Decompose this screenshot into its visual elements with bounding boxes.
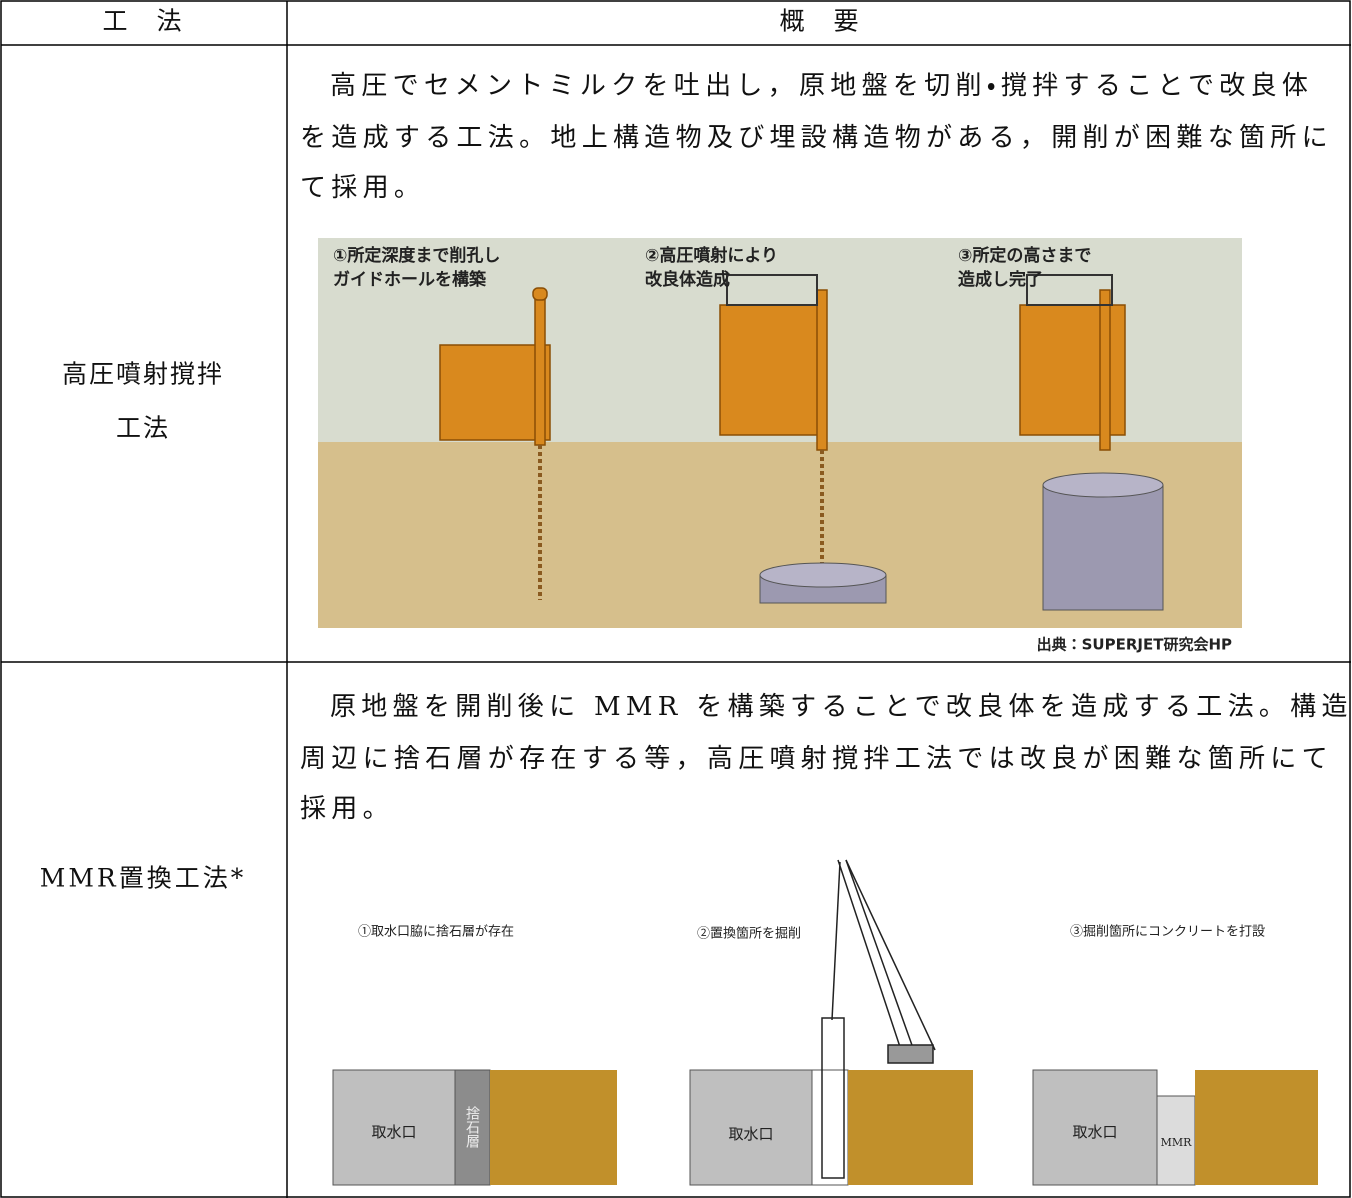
clamshell	[821, 1017, 845, 1179]
header-cell: 概 要	[779, 7, 860, 36]
header-cell: 工 法	[102, 7, 183, 36]
step-label: ③所定の高さまで	[958, 245, 1091, 266]
step-label: ③掘削箇所にコンクリートを打設	[1070, 924, 1265, 940]
rubble-label: 捨石層	[464, 1106, 480, 1149]
description-line: を造成する工法。地上構造物及び埋設構造物がある，開削が困難な箇所に	[300, 123, 1333, 153]
mmr-figure: ①取水口脇に捨石層が存在 ②置換箇所を掘削 ③掘削箇所にコンクリートを打設 取水…	[332, 859, 1318, 1186]
crane-base	[887, 1044, 934, 1064]
mmr-block	[1156, 1095, 1196, 1186]
column-top	[759, 562, 887, 588]
intake-label: 取水口	[371, 1123, 416, 1141]
jet-grouting-figure: ①所定深度まで削孔し ガイドホールを構築 ②高圧噴射により 改良体造成 ③所定の…	[318, 238, 1242, 628]
soil	[1195, 1070, 1318, 1185]
drill-head	[532, 287, 548, 301]
description-line: 採用。	[300, 794, 394, 824]
drill-mast	[1099, 289, 1111, 451]
crane-boom	[837, 859, 906, 1063]
intake-block	[332, 1069, 456, 1186]
machine-body	[719, 304, 826, 436]
machine	[439, 287, 1126, 451]
column-side	[1042, 484, 1164, 611]
crane-cable	[845, 859, 936, 1051]
crane-cable	[831, 861, 841, 1021]
step-label: ②置換箇所を掘削	[697, 926, 801, 942]
description-line: 周辺に捨石層が存在する等，高圧噴射撹拌工法では改良が困難な箇所にて	[300, 744, 1333, 774]
step-label: 造成し完了	[958, 269, 1043, 290]
step-label: ①取水口脇に捨石層が存在	[358, 924, 514, 940]
intake-label: 取水口	[728, 1125, 773, 1143]
drill-mast	[534, 289, 546, 446]
crane-boom	[845, 859, 919, 1063]
mmr-label: MMR	[1161, 1136, 1193, 1149]
method-name: 工法	[116, 414, 170, 443]
column-top	[1042, 472, 1164, 498]
step-label: ②高圧噴射により	[645, 245, 778, 266]
intake-block	[689, 1069, 813, 1186]
rack-frame	[1026, 274, 1113, 306]
method-name: MMR置換工法*	[40, 864, 247, 893]
soil	[490, 1070, 617, 1185]
figure-source: 出典：SUPERJET研究会HP	[1037, 636, 1232, 654]
machine-body	[439, 344, 551, 441]
step-label: ①所定深度まで削孔し	[333, 245, 500, 266]
improved-body	[759, 472, 1164, 611]
rack-frame	[726, 274, 818, 306]
method-name: 高圧噴射撹拌	[62, 360, 224, 389]
rubble-layer	[454, 1069, 491, 1186]
rack	[726, 274, 1113, 306]
step-label: ガイドホールを構築	[333, 269, 487, 290]
step-label: 改良体造成	[645, 269, 730, 290]
excavation	[811, 1069, 849, 1186]
intake-label: 取水口	[1072, 1123, 1117, 1141]
description-line: て採用。	[300, 173, 425, 203]
intake-block	[1032, 1069, 1158, 1186]
description-line: 高圧でセメントミルクを吐出し，原地盤を切削・撹拌することで改良体	[330, 71, 1313, 101]
crane	[821, 859, 936, 1179]
sections	[332, 1069, 1318, 1186]
drill-mast	[816, 289, 828, 451]
description-line: 原地盤を開削後に MMR を構築することで改良体を造成する工法。構造物	[330, 692, 1352, 722]
soil	[848, 1070, 973, 1185]
